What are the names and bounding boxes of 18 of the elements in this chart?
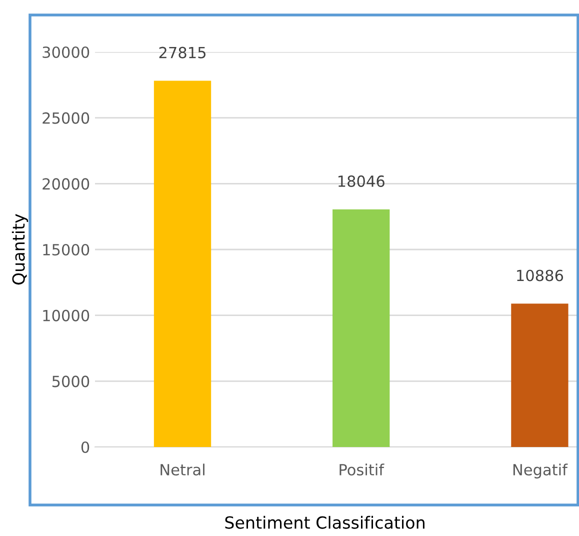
data-label: 10886 bbox=[517, 270, 564, 282]
y-tick-label: 0 bbox=[81, 441, 90, 454]
y-tick-label: 25000 bbox=[42, 112, 90, 124]
bar bbox=[154, 80, 212, 447]
y-axis-title: Quantity bbox=[12, 214, 28, 285]
x-tick-label: Negatif bbox=[513, 464, 568, 478]
y-tick-label: 15000 bbox=[43, 244, 90, 256]
bar bbox=[332, 209, 390, 447]
x-tick-label: Netral bbox=[160, 464, 204, 476]
data-label: 27815 bbox=[159, 46, 206, 58]
x-tick-label: Positif bbox=[340, 464, 384, 476]
y-tick-label: 30000 bbox=[42, 46, 90, 58]
x-axis-title: Sentiment Classification bbox=[225, 516, 424, 529]
y-tick-label: 20000 bbox=[42, 178, 90, 190]
data-label: 18046 bbox=[338, 175, 384, 187]
y-tick-label: 5000 bbox=[52, 376, 90, 388]
y-tick-label: 10000 bbox=[43, 310, 90, 322]
bar bbox=[511, 304, 568, 447]
